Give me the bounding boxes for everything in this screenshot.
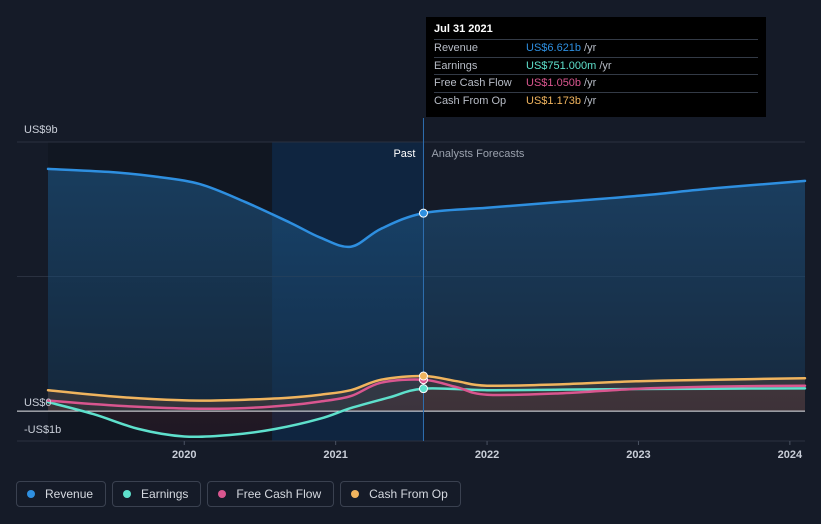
revenue-line	[46, 167, 807, 249]
legend-item-cash-from-op[interactable]: Cash From Op	[340, 481, 461, 507]
y-tick-label: -US$1b	[24, 424, 61, 436]
tooltip-value: US$6.621b	[526, 42, 582, 55]
tooltip-row-cfo: Cash From Op US$1.173b /yr	[434, 91, 758, 110]
y-tick-label: US$0	[24, 397, 52, 409]
tooltip-unit: /yr	[584, 42, 597, 55]
revenue-area	[48, 168, 805, 412]
tooltip-row-fcf: Free Cash Flow US$1.050b /yr	[434, 74, 758, 92]
tooltip-unit: /yr	[584, 94, 597, 107]
legend-dot-icon	[27, 490, 35, 498]
earnings-area	[48, 388, 805, 437]
legend-item-revenue[interactable]: Revenue	[16, 481, 107, 507]
forecast-label: Analysts Forecasts	[431, 148, 524, 160]
fcf-line	[46, 378, 807, 410]
revenue-marker	[418, 208, 428, 218]
cfo-line	[46, 374, 807, 402]
legend-dot-icon	[351, 490, 360, 498]
legend-dot-icon	[123, 490, 132, 498]
legend-item-free-cash-flow[interactable]: Free Cash Flow	[207, 481, 335, 507]
x-tick-label: 2022	[475, 449, 499, 461]
tooltip-value: US$751.000m	[526, 59, 597, 72]
legend-label: Earnings	[141, 487, 189, 501]
x-tick-label: 2023	[626, 449, 650, 461]
tooltip-row-revenue: Revenue US$6.621b /yr	[434, 39, 758, 57]
tooltip-unit: /yr	[584, 77, 597, 90]
tooltip-label: Revenue	[434, 42, 479, 55]
past-label: Past	[393, 148, 415, 160]
cash-from-op-area	[48, 375, 805, 412]
legend-label: Revenue	[45, 487, 94, 501]
tooltip-label: Cash From Op	[434, 94, 507, 107]
legend-label: Cash From Op	[369, 487, 448, 501]
earnings-marker	[418, 384, 428, 394]
tooltip-value: US$1.050b	[526, 77, 582, 90]
x-tick-label: 2020	[172, 449, 196, 461]
chart-legend: Revenue Earnings Free Cash Flow Cash Fro…	[16, 481, 461, 507]
tooltip-unit: /yr	[599, 59, 612, 72]
tooltip-label: Free Cash Flow	[434, 77, 512, 90]
tooltip-row-earnings: Earnings US$751.000m /yr	[434, 56, 758, 75]
cfo-marker	[418, 371, 428, 381]
legend-dot-icon	[218, 490, 227, 498]
legend-item-earnings[interactable]: Earnings	[112, 481, 202, 507]
x-tick-label: 2021	[323, 449, 347, 461]
legend-label: Free Cash Flow	[236, 487, 322, 501]
tooltip-date: Jul 31 2021	[434, 23, 493, 35]
x-tick-label: 2024	[778, 449, 803, 461]
tooltip-value: US$1.173b	[526, 94, 582, 107]
data-tooltip: Jul 31 2021 Revenue US$6.621b /yr Earnin…	[426, 17, 766, 117]
tooltip-label: Earnings	[434, 59, 478, 72]
y-tick-label: US$9b	[24, 124, 58, 136]
